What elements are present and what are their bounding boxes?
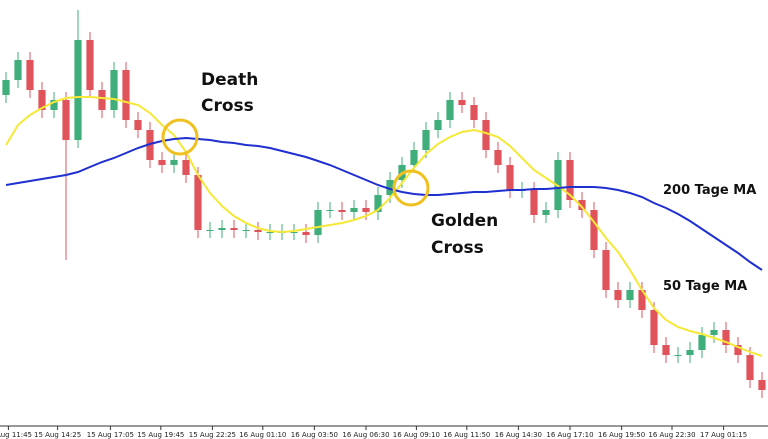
legend-label: 50 Tage MA: [663, 279, 747, 294]
candle-body: [50, 100, 58, 110]
x-tick-label: 16 Aug 03:50: [291, 431, 338, 439]
candle-body: [326, 210, 334, 211]
x-tick-label: 16 Aug 06:30: [342, 431, 389, 439]
candle-body: [506, 165, 514, 190]
candle-body: [686, 350, 694, 355]
candle-body: [374, 195, 382, 212]
candle-body: [110, 70, 118, 110]
candle-body: [674, 355, 682, 356]
candle-body: [494, 150, 502, 165]
candle-body: [170, 160, 178, 165]
candle-body: [662, 345, 670, 355]
candle-body: [566, 160, 574, 200]
candle-body: [14, 60, 22, 80]
candle-body: [542, 210, 550, 215]
candle-body: [266, 232, 274, 233]
candle-body: [758, 380, 766, 390]
candle-body: [530, 190, 538, 215]
x-tick-label: 16 Aug 11:50: [443, 431, 490, 439]
death-cross-circle: [161, 118, 199, 156]
candle-body: [122, 70, 130, 120]
ma-line: [5, 136, 763, 271]
plot-area: [2, 10, 766, 398]
candle-body: [638, 290, 646, 310]
candle-body: [650, 310, 658, 345]
x-tick-label: 16 Aug 14:30: [495, 431, 542, 439]
legend-label: 200 Tage MA: [663, 183, 756, 198]
candle-body: [62, 100, 70, 140]
candle-body: [746, 355, 754, 380]
x-tick-label: 16 Aug 01:10: [239, 431, 286, 439]
candle-body: [602, 250, 610, 290]
annotation: Cross: [201, 96, 254, 116]
annotation: Golden: [431, 211, 498, 231]
x-tick-label: 15 Aug 19:45: [137, 431, 184, 439]
candle-body: [422, 130, 430, 150]
candle-body: [314, 210, 322, 235]
candle-body: [302, 232, 310, 235]
candle-body: [182, 160, 190, 175]
candle-body: [446, 100, 454, 120]
candle-body: [362, 208, 370, 212]
candle-body: [614, 290, 622, 300]
candle-body: [38, 90, 46, 110]
x-tick-label: 16 Aug 09:10: [393, 431, 440, 439]
candle-body: [86, 40, 94, 90]
candle-body: [698, 335, 706, 350]
candle-body: [722, 330, 730, 345]
candle-body: [626, 290, 634, 300]
candle-body: [230, 228, 238, 230]
candle-body: [74, 40, 82, 140]
candle-body: [578, 200, 586, 210]
x-tick-label: 15 Aug 11:45: [0, 431, 32, 439]
x-tick-label: 15 Aug 17:05: [87, 431, 134, 439]
candle-body: [590, 210, 598, 250]
candle-body: [410, 150, 418, 165]
candle-body: [338, 210, 346, 212]
candle-body: [734, 345, 742, 355]
x-tick-label: 16 Aug 22:30: [648, 431, 695, 439]
annotation: Death: [201, 70, 258, 90]
x-tick-label: 17 Aug 01:15: [700, 431, 747, 439]
candle-body: [470, 105, 478, 120]
candle-body: [242, 230, 250, 231]
candle-body: [710, 330, 718, 335]
candle-body: [134, 120, 142, 130]
candle-body: [386, 180, 394, 195]
candle-body: [194, 175, 202, 230]
candle-body: [218, 228, 226, 230]
x-tick-label: 16 Aug 17:10: [546, 431, 593, 439]
x-tick-label: 15 Aug 22:25: [189, 431, 236, 439]
candle-body: [434, 120, 442, 130]
candle-body: [482, 120, 490, 150]
candle-body: [254, 230, 262, 232]
candle-body: [290, 232, 298, 233]
annotation: Cross: [431, 238, 484, 258]
candle-body: [2, 80, 10, 95]
candle-body: [350, 208, 358, 212]
candle-body: [98, 90, 106, 110]
x-tick-label: 15 Aug 14:25: [34, 431, 81, 439]
candle-body: [158, 160, 166, 165]
candle-body: [458, 100, 466, 105]
candle-body: [206, 230, 214, 231]
x-tick-label: 16 Aug 19:50: [598, 431, 645, 439]
golden-cross-circle: [392, 169, 430, 207]
candle-body: [26, 60, 34, 90]
ma-line: [5, 96, 763, 357]
